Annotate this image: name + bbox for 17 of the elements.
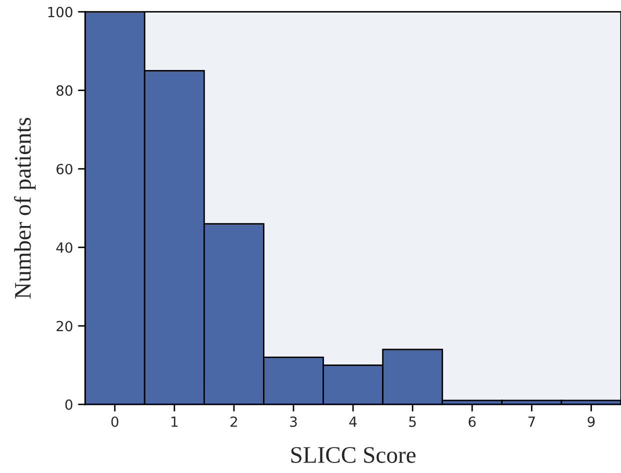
x-axis-title: SLICC Score <box>291 447 416 463</box>
x-tick-label: 9 <box>588 416 595 427</box>
y-tick-label: 20 <box>56 320 72 332</box>
y-tick-label: 60 <box>56 164 72 174</box>
x-tick-label: 4 <box>349 416 357 427</box>
x-tick-label: 7 <box>528 416 535 427</box>
y-tick-label: 100 <box>48 6 72 18</box>
y-tick-label: 40 <box>56 242 72 253</box>
x-tick-label: 2 <box>230 416 237 427</box>
x-tick-label: 0 <box>111 416 118 427</box>
y-tick-label: 0 <box>65 399 72 410</box>
x-tick-label: 5 <box>409 416 416 427</box>
y-axis-title: Number of patients <box>14 118 36 299</box>
x-tick-label: 6 <box>468 416 476 427</box>
x-tick-label: 1 <box>172 416 178 427</box>
x-tick-label: 3 <box>290 416 297 427</box>
y-tick-label: 80 <box>56 85 72 96</box>
